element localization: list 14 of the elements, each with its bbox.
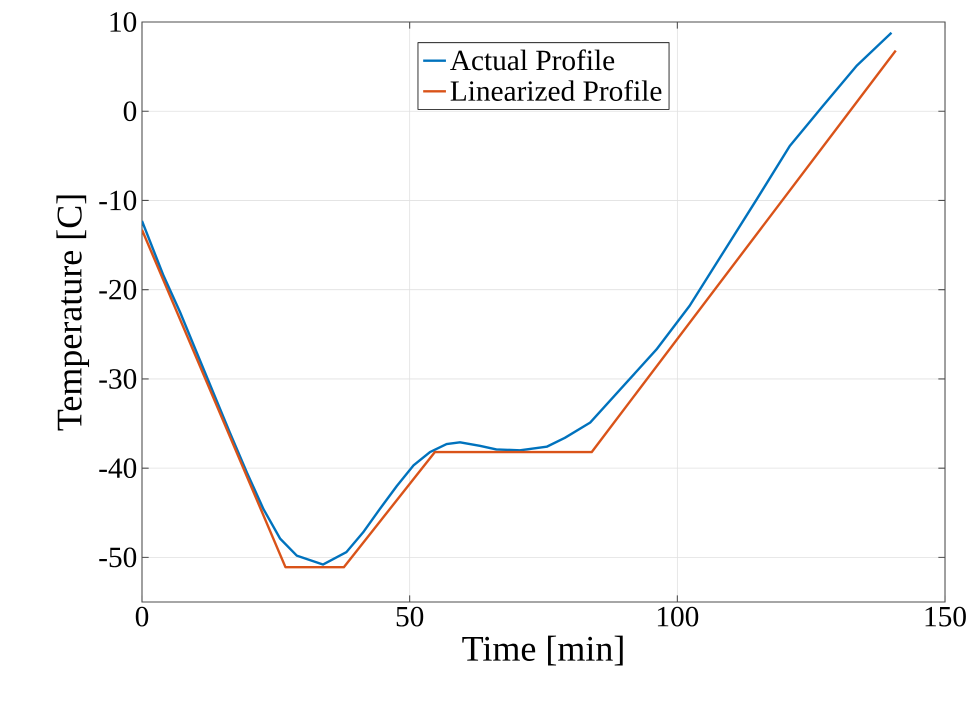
- y-tick-label: -40: [99, 458, 136, 478]
- x-tick-label: 100: [658, 606, 698, 627]
- y-tick-label: 0: [124, 101, 136, 122]
- x-axis-title: Time [min]: [462, 636, 623, 666]
- legend-label: Linearized Profile: [450, 80, 662, 101]
- y-tick-label: -30: [99, 369, 136, 389]
- y-tick-label: 10: [110, 12, 136, 32]
- x-tick-label: 150: [926, 606, 966, 627]
- x-tick-label: 50: [396, 606, 424, 627]
- y-tick-label: -20: [99, 280, 136, 300]
- legend-label: Actual Profile: [450, 49, 614, 70]
- y-axis-title: Temperature [C]: [56, 195, 90, 431]
- y-tick-label: -10: [99, 190, 136, 210]
- y-tick-label: -50: [99, 547, 136, 568]
